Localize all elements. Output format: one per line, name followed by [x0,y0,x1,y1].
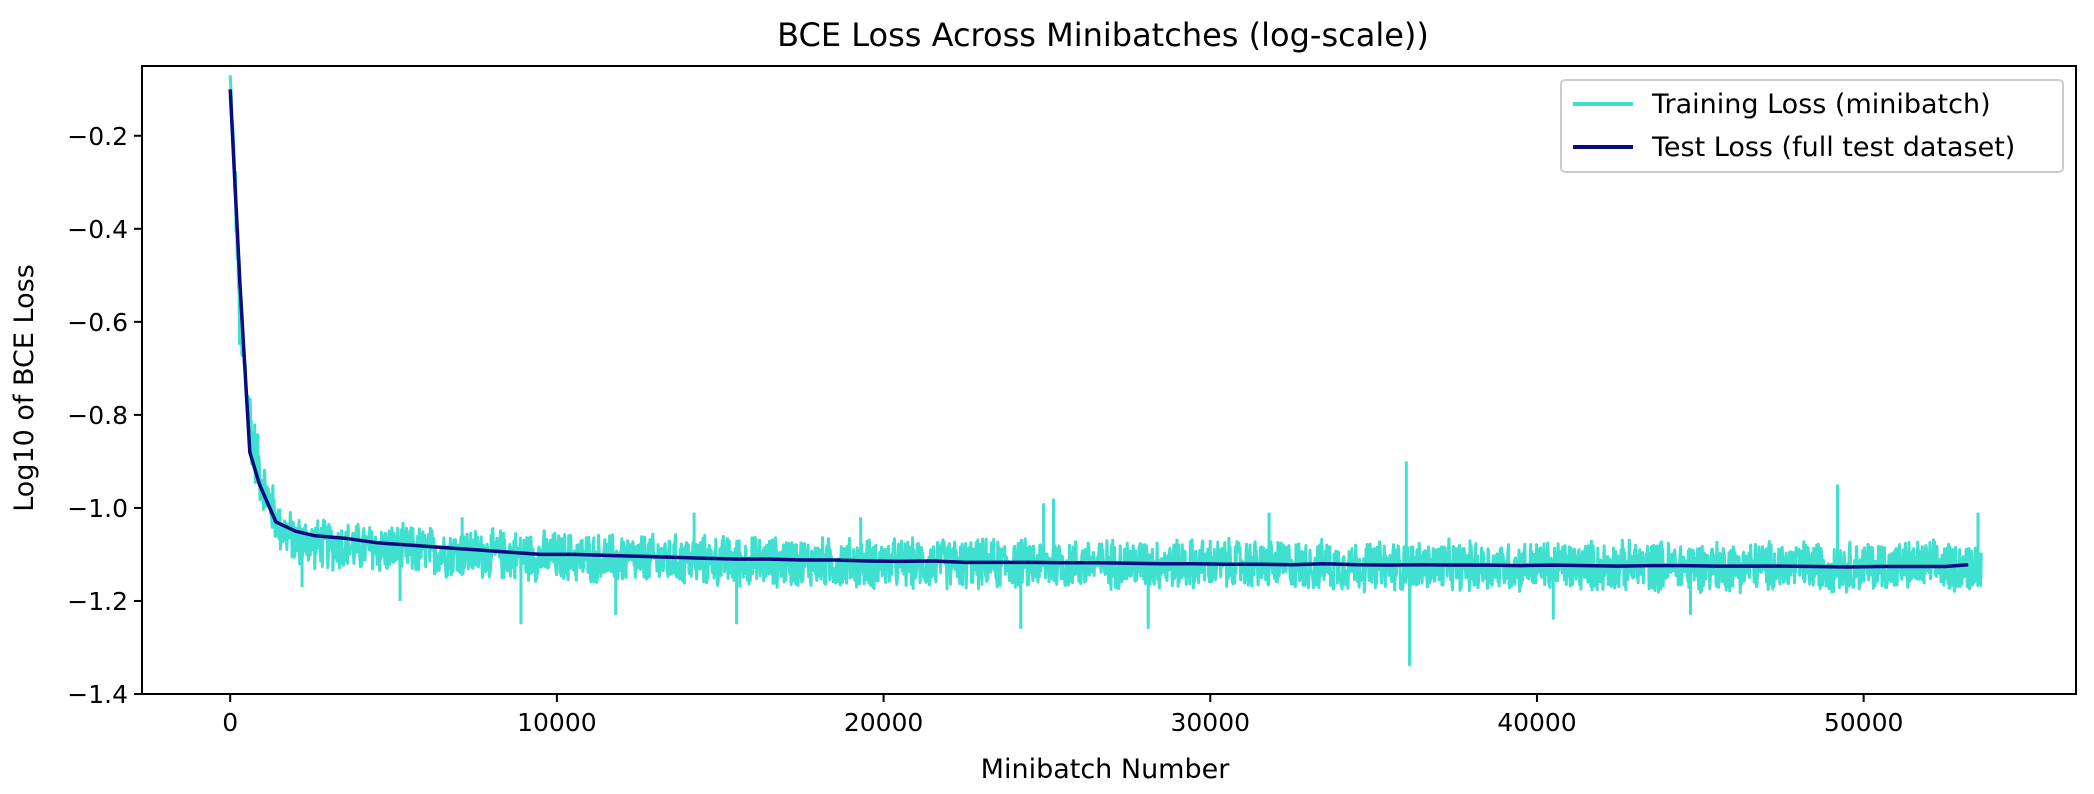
test-loss-line [228,89,1969,569]
y-tick-label: −1.4 [67,680,128,709]
x-tick-label: 50000 [1824,708,1904,737]
x-tick-label: 40000 [1497,708,1577,737]
y-tick-label: −0.4 [67,215,128,244]
y-tick-label: −0.8 [67,401,128,430]
series-test-loss [228,89,1969,569]
series-training-loss [228,75,1983,667]
legend: Training Loss (minibatch) Test Loss (ful… [1560,79,2064,173]
x-tick-label: 0 [222,708,238,737]
y-tick-label: −0.6 [67,308,128,337]
plot-frame [141,65,2077,695]
chart-title: BCE Loss Across Minibatches (log-scale)) [777,16,1429,54]
x-axis-label: Minibatch Number [981,754,1231,785]
x-tick-label: 20000 [844,708,924,737]
y-axis-label: Log10 of BCE Loss [9,264,40,512]
plot-area [228,75,1983,667]
legend-label-training: Training Loss (minibatch) [1651,89,1991,120]
y-axis: −1.4 −1.2 −1.0 −0.8 −0.6 −0.4 −0.2 [67,122,142,709]
legend-label-test: Test Loss (full test dataset) [1651,132,2015,163]
legend-box [1560,79,2064,173]
y-tick-label: −0.2 [67,122,128,151]
y-tick-label: −1.2 [67,587,128,616]
x-tick-label: 30000 [1171,708,1251,737]
x-axis: 0 10000 20000 30000 40000 50000 [222,694,1903,737]
y-tick-label: −1.0 [67,494,128,523]
x-tick-label: 10000 [517,708,597,737]
